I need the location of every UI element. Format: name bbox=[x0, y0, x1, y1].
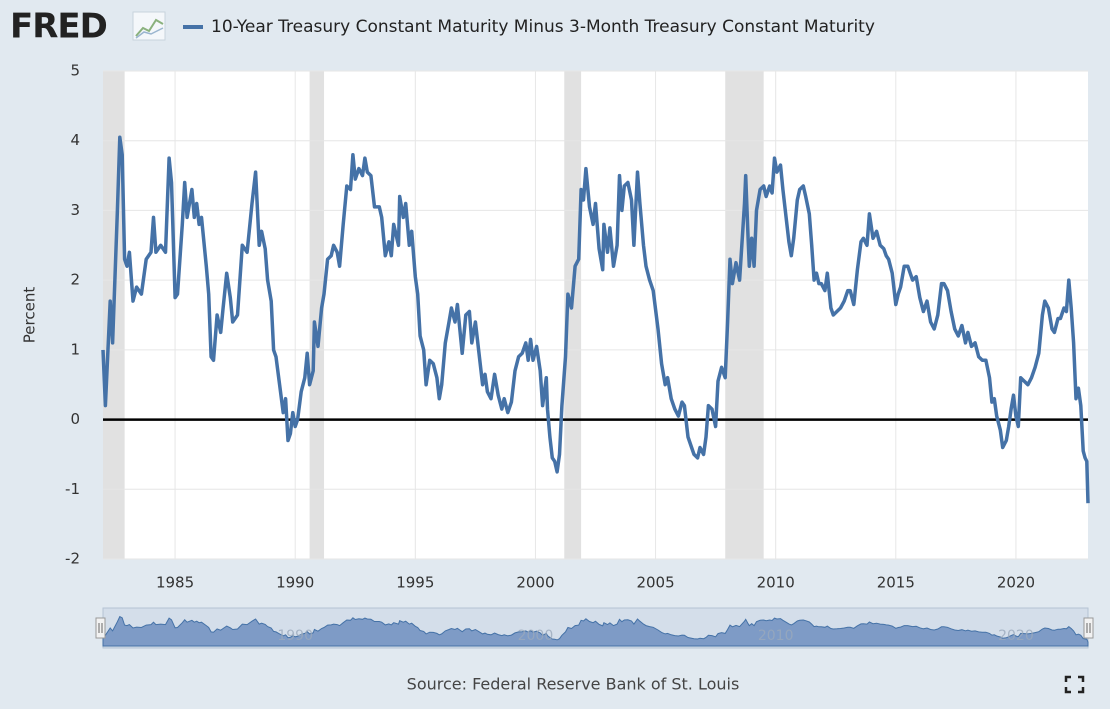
y-tick-label: 4 bbox=[70, 131, 80, 149]
x-tick-label: 2005 bbox=[636, 574, 674, 592]
y-tick-label: 2 bbox=[70, 271, 80, 289]
logo: FRED bbox=[10, 7, 107, 47]
series-line bbox=[101, 135, 1090, 504]
y-axis-label: Percent bbox=[21, 287, 39, 344]
navigator-tick-label: 2020 bbox=[998, 628, 1034, 644]
plot bbox=[101, 70, 1090, 560]
logo-icon bbox=[132, 11, 166, 41]
x-tick-label: 2000 bbox=[516, 574, 554, 592]
y-tick-label: -1 bbox=[65, 480, 80, 498]
recession-band bbox=[725, 71, 764, 559]
y-tick-label: 1 bbox=[70, 340, 80, 358]
navigator-tick-label: 2010 bbox=[758, 628, 794, 644]
x-tick-label: 1985 bbox=[156, 574, 194, 592]
source: Source: Federal Reserve Bank of St. Loui… bbox=[407, 675, 740, 694]
y-tick-label: 5 bbox=[70, 62, 80, 80]
navigator-handles[interactable] bbox=[95, 617, 1094, 639]
y-tick-label: 0 bbox=[70, 410, 80, 428]
x-tick-label: 2015 bbox=[877, 574, 915, 592]
navigator-area bbox=[102, 615, 1089, 647]
plot-area bbox=[103, 71, 1088, 559]
navigator-series bbox=[102, 615, 1089, 647]
recession-band bbox=[309, 71, 325, 559]
fullscreen-button[interactable] bbox=[1064, 675, 1085, 694]
y-tick-label: 3 bbox=[70, 201, 80, 219]
x-tick-label: 2010 bbox=[757, 574, 795, 592]
y-tick-label: -2 bbox=[65, 550, 80, 568]
legend-label: 10-Year Treasury Constant Maturity Minus… bbox=[211, 17, 875, 37]
x-tick-label: 1990 bbox=[276, 574, 314, 592]
recession-band bbox=[564, 71, 582, 559]
x-tick-label: 2020 bbox=[997, 574, 1035, 592]
x-tick-label: 1995 bbox=[396, 574, 434, 592]
navigator-tick-label: 1990 bbox=[277, 628, 313, 644]
navigator-tick-label: 2000 bbox=[518, 628, 554, 644]
